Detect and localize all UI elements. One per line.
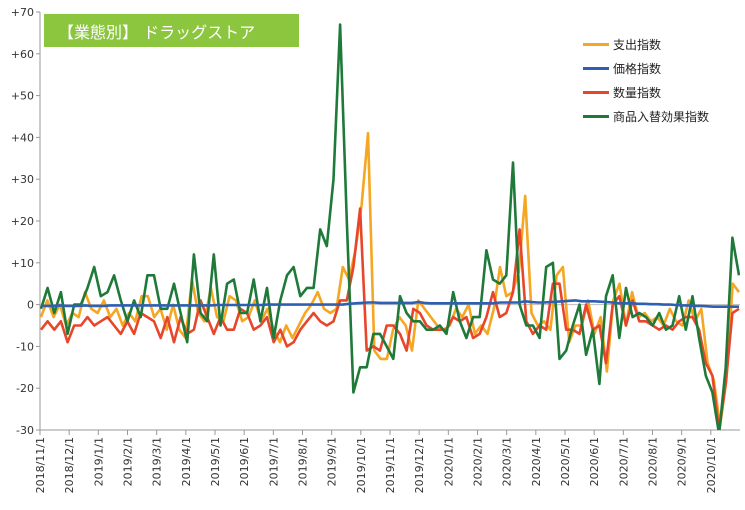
y-tick-labels: +70 +60 +50 +40 +30 +20 +10 0 -10 -20 -30 [11,6,34,437]
x-tick-label: 2019/11/1 [384,437,397,493]
x-tick-label: 2020/6/1 [588,437,601,486]
legend-swatch [583,90,609,94]
legend-label: 支出指数 [613,37,662,52]
chart-title: 【業態別】 ドラッグストア [44,14,299,47]
y-tick-label: -20 [16,382,34,395]
y-tick-label: -10 [16,340,34,353]
y-tick-label: +50 [11,90,34,103]
x-tick-label: 2020/8/1 [647,437,660,486]
y-tick-label: +30 [11,173,34,186]
series-line [41,299,739,309]
x-tick-label: 2019/12/1 [413,437,426,493]
legend-entry: 数量指数 [583,80,709,104]
x-tick-label: 2019/2/1 [122,437,135,486]
y-tick-label: +20 [11,215,34,228]
x-tick-label: 2019/4/1 [180,437,193,486]
legend-label: 数量指数 [613,85,662,100]
x-tick-label: 2019/8/1 [297,437,310,486]
y-tick-label: +10 [11,257,34,270]
y-tick-label: 0 [27,299,34,312]
x-tick-label: 2020/3/1 [501,437,514,486]
legend-swatch [583,42,609,46]
chart-legend: 支出指数 価格指数 数量指数 商品入替効果指数 [583,32,709,128]
x-tick-label: 2019/9/1 [326,437,339,486]
x-tick-label: 2020/10/1 [705,437,718,493]
x-tick-label: 2020/4/1 [530,437,543,486]
x-tick-label: 2020/2/1 [472,437,485,486]
x-tick-label: 2020/1/1 [442,437,455,486]
legend-entry: 支出指数 [583,32,709,56]
x-tick-labels: 2018/11/1 2018/12/1 2019/1/1 2019/2/1 2019/3… [34,437,718,493]
y-tick-label: +60 [11,48,34,61]
x-tick-label: 2019/1/1 [92,437,105,486]
series-line [40,207,740,430]
x-tick-label: 2018/11/1 [34,437,47,493]
x-tick-label: 2019/10/1 [355,437,368,493]
y-tick-label: +40 [11,131,34,144]
x-tick-label: 2019/3/1 [151,437,164,486]
x-tick-label: 2020/9/1 [676,437,689,486]
x-tick-label: 2018/12/1 [63,437,76,493]
legend-swatch [583,114,609,118]
legend-label: 商品入替効果指数 [613,109,710,124]
legend-label: 価格指数 [613,61,662,76]
legend-entry: 価格指数 [583,56,709,80]
legend-swatch [583,66,609,70]
y-tick-label: +70 [11,6,34,19]
chart-series-lines [40,23,740,430]
legend-entry: 商品入替効果指数 [583,104,709,128]
x-tick-label: 2019/6/1 [238,437,251,486]
x-tick-label: 2020/7/1 [617,437,630,486]
series-line [40,23,740,430]
y-tick-label: -30 [16,424,34,437]
x-tick-label: 2019/7/1 [267,437,280,486]
x-tick-label: 2020/5/1 [559,437,572,486]
x-tick-label: 2019/5/1 [209,437,222,486]
